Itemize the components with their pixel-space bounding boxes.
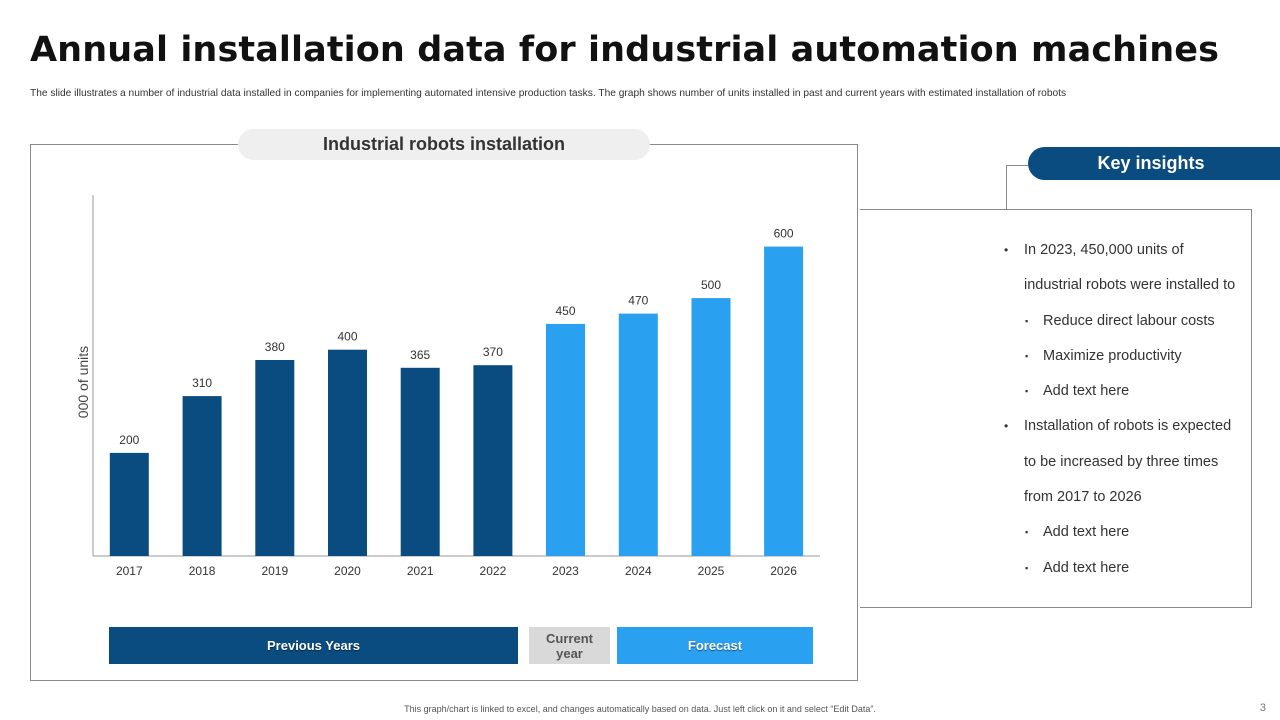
data-label-2023: 450 (555, 304, 575, 318)
insight-text: Add text here (1043, 383, 1130, 400)
x-tick-label-2017: 2017 (116, 564, 143, 578)
data-label-2017: 200 (119, 433, 139, 447)
insight-line: ▪ Reduce direct labour costs (1004, 304, 1254, 339)
data-label-2022: 370 (483, 345, 503, 359)
square-bullet-icon: ▪ (1025, 527, 1029, 538)
legend-forecast-label: Forecast (687, 638, 743, 653)
data-label-2024: 470 (628, 294, 648, 308)
x-tick-label-2025: 2025 (698, 564, 725, 578)
x-tick-label-2023: 2023 (552, 564, 579, 578)
legend-current-year: Current year (529, 627, 610, 664)
insight-text: In 2023, 450,000 units of (1024, 242, 1184, 258)
data-label-2026: 600 (774, 227, 794, 241)
bar-2025 (691, 298, 731, 556)
y-axis-label: 000 of units (75, 346, 91, 418)
data-label-2025: 500 (701, 278, 721, 292)
insight-line: ▪ Maximize productivity (1004, 339, 1254, 374)
square-bullet-icon: ▪ (1025, 350, 1029, 361)
insights-box (860, 209, 1252, 608)
bar-2022 (473, 365, 513, 556)
insight-text: Installation of robots is expected (1024, 418, 1232, 435)
insight-line: industrial robots were installed to (1004, 268, 1254, 303)
data-label-2020: 400 (337, 330, 357, 344)
bar-2017 (109, 452, 149, 556)
legend-previous-label: Previous Years (267, 638, 360, 653)
x-tick-label-2026: 2026 (770, 564, 797, 578)
bar-2026 (764, 246, 804, 556)
insight-line: to be increased by three times (1004, 445, 1254, 480)
square-bullet-icon: ▪ (1025, 315, 1029, 326)
page-number: 3 (1259, 702, 1266, 714)
square-bullet-icon: ▪ (1025, 386, 1029, 397)
insight-line: from 2017 to 2026 (1004, 480, 1254, 515)
insight-text: from 2017 to 2026 (1024, 489, 1142, 506)
insight-text: Add text here (1043, 559, 1130, 576)
x-tick-label-2024: 2024 (625, 564, 652, 578)
insight-text: Add text here (1043, 524, 1130, 541)
insight-line: • Installation of robots is expected (1004, 409, 1254, 444)
insight-line: ▪ Add text here (1004, 515, 1254, 550)
legend-current-line2: year (556, 645, 583, 661)
insight-text: industrial robots were installed to (1024, 277, 1236, 294)
x-tick-label-2018: 2018 (189, 564, 216, 578)
insight-text: Maximize productivity (1043, 347, 1182, 364)
bar-2021 (400, 367, 440, 556)
data-label-2019: 380 (265, 340, 285, 354)
bar-2024 (618, 313, 658, 556)
legend-current-line1: Current (546, 630, 593, 646)
insight-text: Reduce direct labour costs (1043, 312, 1215, 329)
round-bullet-icon: • (1004, 243, 1009, 257)
data-label-2018: 310 (192, 376, 212, 390)
insight-text: to be increased by three times (1024, 453, 1219, 470)
legend-forecast: Forecast (617, 627, 813, 664)
bar-2020 (328, 349, 367, 556)
legend-current-label: Current year (546, 631, 593, 661)
x-tick-label-2021: 2021 (407, 564, 434, 578)
insights-list: • In 2023, 450,000 units of industrial rob… (1004, 233, 1254, 586)
x-tick-label-2020: 2020 (334, 564, 361, 578)
bar-2023 (546, 323, 585, 556)
chart-title: Industrial robots installation (238, 129, 650, 160)
page-subtitle: The slide illustrates a number of indust… (30, 88, 1067, 99)
round-bullet-icon: • (1004, 419, 1009, 434)
bar-2018 (182, 396, 222, 556)
insight-line: • In 2023, 450,000 units of (1004, 233, 1254, 268)
insight-line: ▪ Add text here (1004, 374, 1254, 409)
footer-note: This graph/chart is linked to excel, and… (404, 704, 876, 714)
data-label-2021: 365 (410, 348, 430, 362)
legend-previous-years: Previous Years (109, 627, 518, 664)
x-tick-label-2022: 2022 (480, 564, 507, 578)
insights-header: Key insights (1028, 147, 1280, 180)
page-title: Annual installation data for industrial … (30, 30, 1220, 70)
square-bullet-icon: ▪ (1025, 562, 1029, 573)
x-tick-label-2019: 2019 (261, 564, 288, 578)
insights-connector (1006, 165, 1028, 209)
bar-2019 (255, 360, 295, 556)
insight-line: ▪ Add text here (1004, 551, 1254, 586)
